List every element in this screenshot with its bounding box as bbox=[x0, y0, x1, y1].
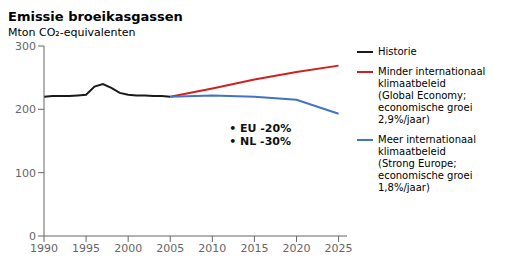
html-text:Minder internationaal: Minder internationaal bbox=[378, 66, 486, 77]
svg-text:• EU -20%• NL -30%: • EU -20%• NL -30% bbox=[229, 122, 291, 148]
html-text:klimaatbeleid: klimaatbeleid bbox=[378, 146, 446, 157]
svg-text:2020: 2020 bbox=[283, 242, 311, 255]
html-text:klimaatbeleid: klimaatbeleid bbox=[378, 78, 446, 89]
html-text:Mton CO₂-equivalenten: Mton CO₂-equivalenten bbox=[8, 26, 136, 39]
html-text:2,9%/jaar): 2,9%/jaar) bbox=[378, 114, 430, 125]
svg-text:2000: 2000 bbox=[114, 242, 142, 255]
html-text:Emissie broeikasgassen: Emissie broeikasgassen bbox=[8, 9, 183, 24]
html-text:(Global Economy;: (Global Economy; bbox=[378, 90, 467, 101]
html-text:Historie: Historie bbox=[378, 46, 417, 57]
html-text:economische groei: economische groei bbox=[378, 102, 473, 113]
html-text:Meer internationaal: Meer internationaal bbox=[378, 134, 476, 145]
svg-text:0: 0 bbox=[29, 230, 36, 243]
svg-text:300: 300 bbox=[15, 40, 36, 53]
svg-text:2010: 2010 bbox=[198, 242, 226, 255]
svg-text:200: 200 bbox=[15, 103, 36, 116]
html-text:(Strong Europe;: (Strong Europe; bbox=[378, 158, 457, 169]
svg-text:2005: 2005 bbox=[156, 242, 184, 255]
html-text:economische groei: economische groei bbox=[378, 170, 473, 181]
svg-text:1995: 1995 bbox=[72, 242, 100, 255]
html-text:1,8%/jaar): 1,8%/jaar) bbox=[378, 182, 430, 193]
svg-text:100: 100 bbox=[15, 167, 36, 180]
svg-text:2025: 2025 bbox=[325, 242, 353, 255]
svg-text:1990: 1990 bbox=[30, 242, 58, 255]
svg-text:2015: 2015 bbox=[240, 242, 268, 255]
